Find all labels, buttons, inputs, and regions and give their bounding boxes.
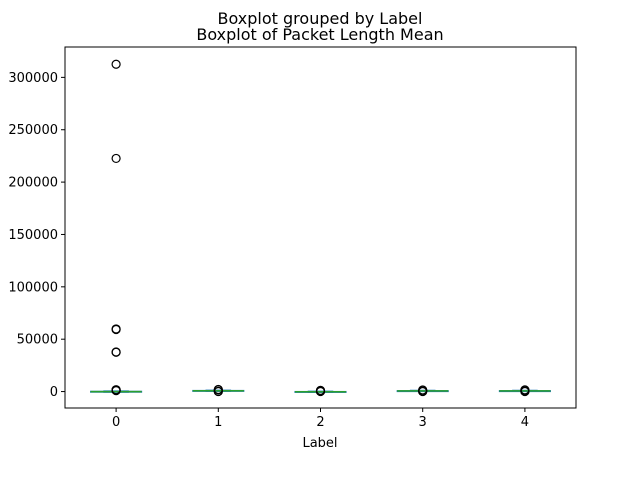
x-tick-label: 2 [316, 415, 324, 430]
x-tick-label: 3 [419, 415, 427, 430]
chart-suptitle: Boxplot grouped by Label [218, 9, 423, 28]
chart-title: Boxplot of Packet Length Mean [196, 25, 443, 44]
y-tick-label: 0 [50, 385, 58, 400]
outlier-point [520, 386, 530, 397]
outlier-point [111, 153, 121, 164]
outlier-point [213, 386, 223, 397]
x-tick-label: 4 [521, 415, 529, 430]
x-tick-label: 0 [112, 415, 120, 430]
y-tick-label: 100000 [8, 280, 58, 295]
y-tick-label: 250000 [8, 123, 58, 138]
outlier-point [418, 386, 428, 397]
outlier-point [111, 386, 121, 396]
outlier-point [111, 324, 121, 335]
y-tick-label: 300000 [8, 71, 58, 86]
outlier-point [111, 347, 121, 357]
x-axis-label: Label [302, 436, 337, 451]
outlier-point [111, 59, 121, 69]
y-tick-label: 200000 [8, 176, 58, 191]
y-tick-label: 50000 [17, 333, 58, 348]
x-tick-label: 1 [214, 415, 222, 430]
y-tick-label: 150000 [8, 228, 58, 243]
outlier-point [315, 386, 326, 397]
plot-area: 0 50000 100000 150000 200000 250000 300000 0 1 2 3… [8, 46, 577, 430]
